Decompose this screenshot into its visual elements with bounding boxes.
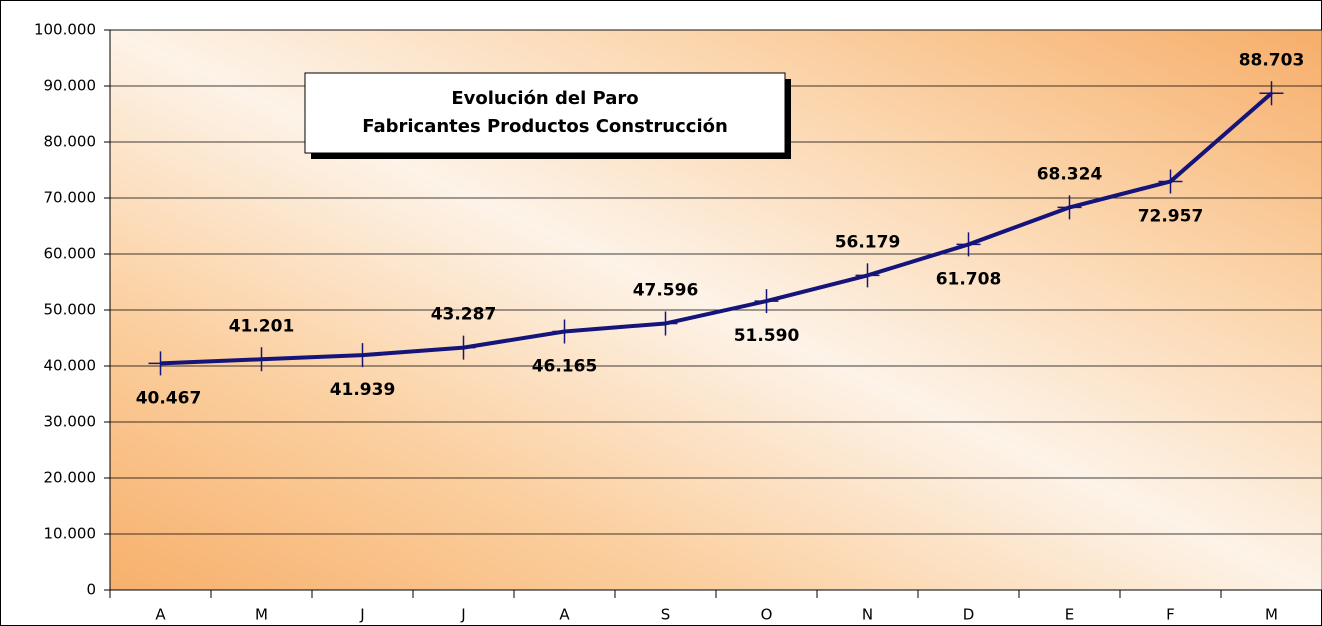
chart-title: Fabricantes Productos Construcción	[362, 116, 728, 137]
data-label: 68.324	[1037, 164, 1103, 184]
x-tick-label: F	[1166, 606, 1175, 624]
y-tick-label: 30.000	[44, 413, 97, 431]
x-tick-label: N	[862, 606, 873, 624]
y-tick-label: 20.000	[44, 469, 97, 487]
y-tick-label: 80.000	[44, 133, 97, 151]
y-tick-label: 70.000	[44, 189, 97, 207]
data-label: 88.703	[1239, 50, 1305, 70]
y-tick-label: 60.000	[44, 245, 97, 263]
data-label: 40.467	[136, 388, 202, 408]
y-tick-label: 100.000	[34, 21, 96, 39]
y-tick-label: 40.000	[44, 357, 97, 375]
marker	[148, 351, 173, 376]
data-label: 72.957	[1138, 206, 1204, 226]
marker	[653, 311, 678, 336]
data-label: 43.287	[431, 305, 497, 325]
x-tick-label: D	[963, 606, 975, 624]
marker	[552, 319, 577, 344]
marker	[249, 347, 274, 372]
marker	[855, 263, 880, 288]
data-label: 41.201	[229, 316, 295, 336]
x-tick-label: J	[359, 606, 364, 624]
data-label: 51.590	[734, 326, 800, 346]
x-tick-label: M	[1265, 606, 1278, 624]
y-tick-label: 50.000	[44, 301, 97, 319]
x-tick-label: S	[661, 606, 671, 624]
data-label: 46.165	[532, 356, 598, 376]
marker	[350, 343, 375, 368]
y-tick-label: 0	[86, 581, 96, 599]
line	[160, 91, 1273, 366]
chart-title: Evolución del Paro	[451, 88, 638, 109]
marker	[754, 289, 779, 314]
marker	[1158, 169, 1183, 194]
x-tick-label: O	[761, 606, 773, 624]
data-label: 61.708	[936, 269, 1002, 289]
marker	[1259, 81, 1284, 106]
x-tick-label: A	[155, 606, 166, 624]
marker	[1057, 195, 1082, 220]
marker	[451, 335, 476, 360]
data-label: 47.596	[633, 280, 699, 300]
x-tick-label: M	[255, 606, 268, 624]
data-label: 41.939	[330, 380, 396, 400]
x-tick-label: E	[1065, 606, 1074, 624]
title-box	[304, 72, 786, 154]
y-tick-label: 10.000	[44, 525, 97, 543]
x-tick-label: J	[460, 606, 465, 624]
marker	[956, 232, 981, 257]
x-tick-label: A	[559, 606, 570, 624]
y-tick-label: 90.000	[44, 77, 97, 95]
data-label: 56.179	[835, 232, 901, 252]
